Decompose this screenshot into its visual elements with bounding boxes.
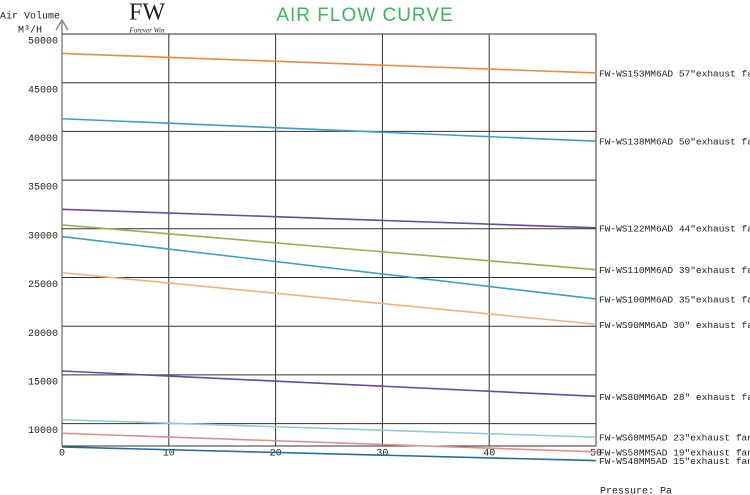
series-line (61, 271, 597, 326)
series-label: FW-WS122MM6AD 44"exhaust fan (599, 223, 750, 234)
series-label: FW-WS48MM5AD 15"exhaust fan (599, 456, 750, 467)
y-axis-unit: M³/H (18, 25, 42, 37)
series-line (61, 235, 597, 300)
y-tick-label: 10000 (28, 426, 58, 437)
logo-subtitle: Forever Win (129, 27, 165, 35)
y-tick-label: 35000 (28, 183, 58, 194)
x-axis-title: Pressure: Pa (600, 487, 672, 495)
y-tick-label: 50000 (28, 37, 58, 48)
series-line (61, 224, 597, 271)
x-tick-label: 10 (163, 449, 175, 460)
x-tick-label: 20 (270, 449, 282, 460)
series-line (61, 117, 597, 142)
series-label: FW-WS100MM6AD 35"exhaust fan (599, 294, 750, 305)
series-line (61, 52, 597, 74)
chart-title: AIR FLOW CURVE (276, 5, 453, 26)
series-label: FW-WS110MM6AD 39"exhaust fan (599, 265, 750, 276)
x-tick-label: 30 (376, 449, 388, 460)
y-tick-label: 20000 (28, 329, 58, 340)
series-line (61, 432, 597, 453)
x-tick-label: 0 (59, 449, 65, 460)
series-line (61, 418, 597, 439)
y-tick-label: 30000 (28, 231, 58, 242)
series-label: FW-WS80MM6AD 28" exhaust fan (599, 392, 750, 403)
series-line (61, 370, 597, 398)
axis-arrow (55, 18, 69, 31)
series-label: FW-WS90MM6AD 30" exhaust fan (599, 320, 750, 331)
series-label: FW-WS138MM6AD 50"exhaust fan (599, 137, 750, 148)
y-tick-label: 15000 (28, 378, 58, 389)
series-line (61, 208, 597, 229)
series-label: FW-WS68MM5AD 23"exhaust fan (599, 433, 750, 444)
y-tick-label: 40000 (28, 134, 58, 145)
y-tick-label: 25000 (28, 280, 58, 291)
series-line (61, 446, 597, 462)
series-label: FW-WS153MM6AD 57"exhaust fan (599, 68, 750, 79)
x-tick-label: 40 (483, 449, 495, 460)
logo: FW (129, 0, 165, 26)
y-tick-label: 45000 (28, 85, 58, 96)
series-label: FW-WS58MM5AD 19"exhaust fan (599, 447, 750, 458)
y-axis-title: Air Volume (0, 11, 60, 23)
x-tick-label: 50 (590, 449, 602, 460)
